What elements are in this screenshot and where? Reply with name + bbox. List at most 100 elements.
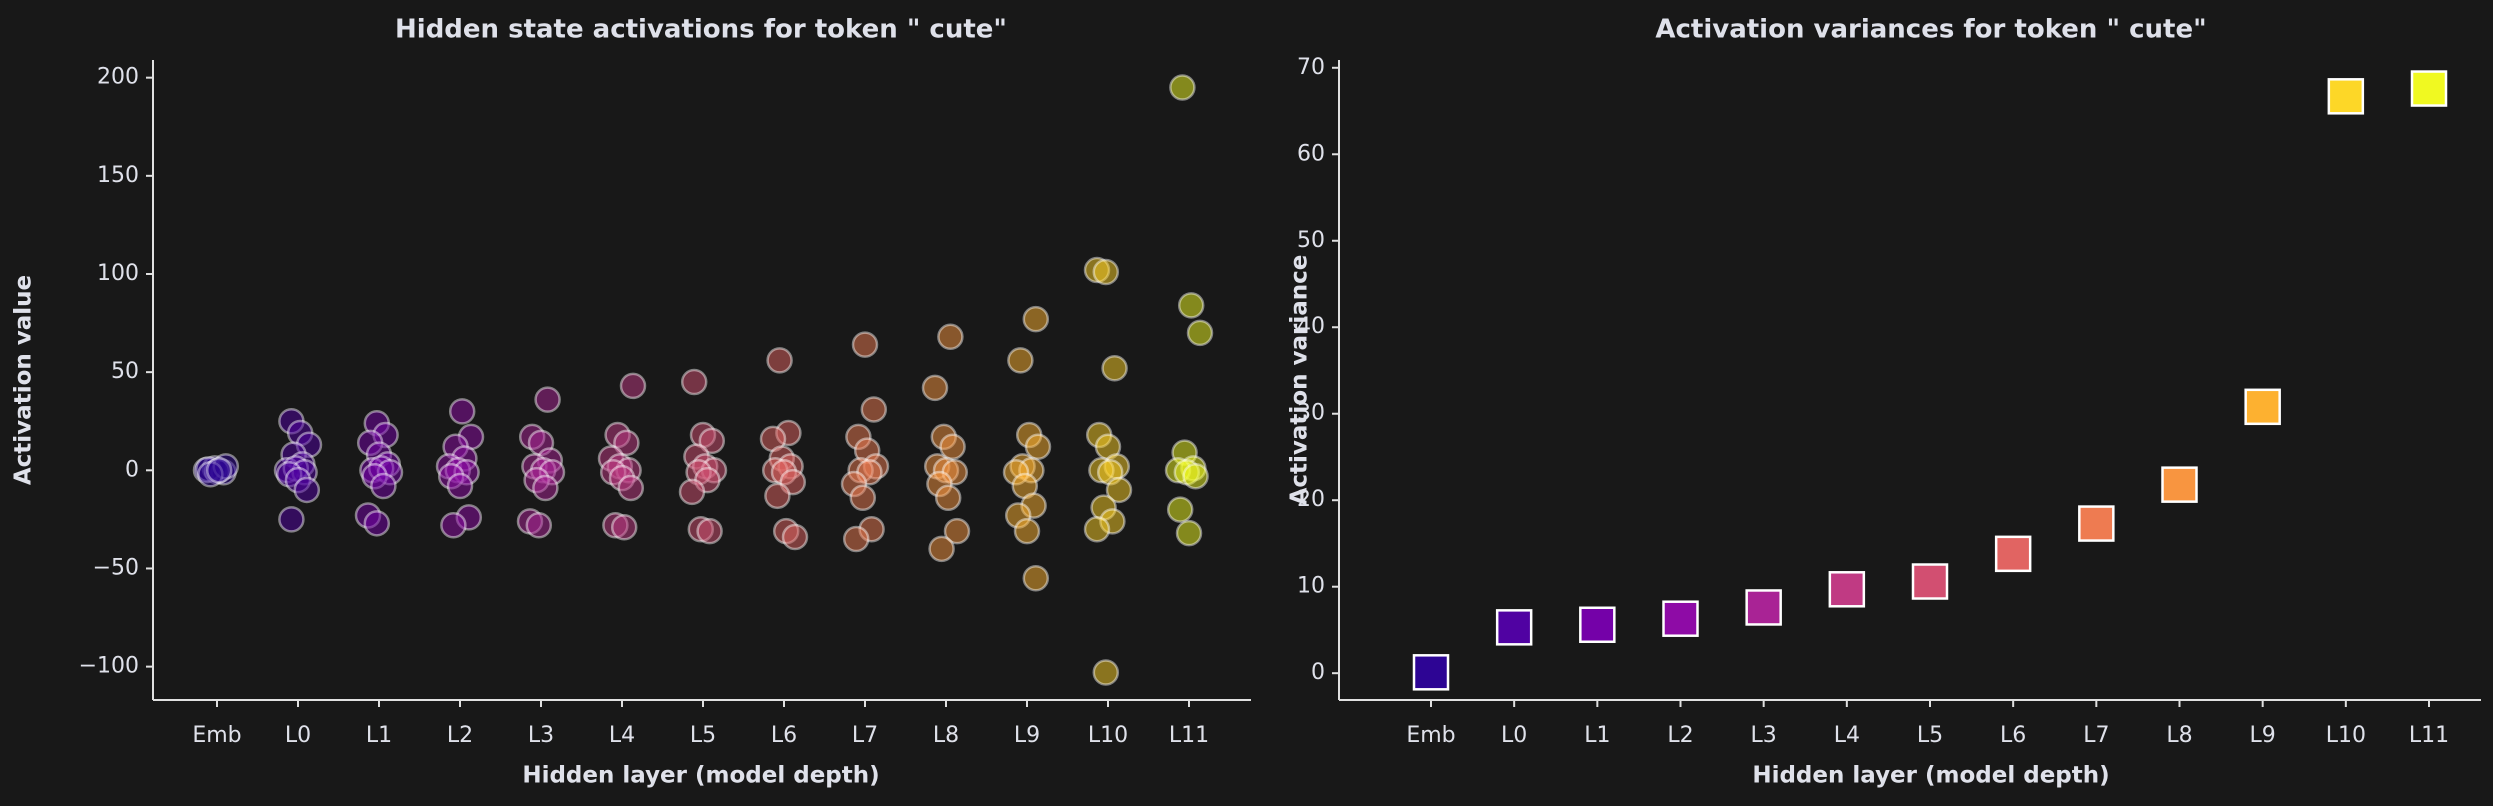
point — [2161, 466, 2198, 503]
y-tick-label: 70 — [1297, 55, 1325, 80]
x-tick-label: L9 — [2250, 723, 2276, 748]
x-tick-label: L2 — [447, 723, 473, 748]
point — [1092, 258, 1120, 286]
point — [370, 472, 397, 500]
point — [849, 484, 877, 512]
x-tick-label: L6 — [771, 723, 797, 748]
point — [293, 476, 321, 504]
point — [1092, 659, 1120, 686]
point — [2327, 78, 2365, 115]
point — [1412, 654, 1450, 691]
point — [1024, 433, 1052, 460]
point — [525, 512, 553, 539]
x-tick-label: L3 — [528, 723, 554, 748]
point — [1579, 606, 1616, 644]
y-tick-label: 40 — [1297, 314, 1325, 339]
x-tick-label: L8 — [2166, 723, 2192, 748]
y-tick-label: 50 — [1297, 228, 1325, 253]
point — [1994, 535, 2032, 573]
y-tick-label: 10 — [1297, 574, 1325, 599]
point — [2244, 388, 2281, 426]
point — [2078, 505, 2115, 542]
point — [1177, 292, 1205, 319]
point — [1013, 517, 1041, 545]
x-tick-label: L0 — [285, 723, 311, 748]
point — [617, 474, 645, 502]
point — [1186, 319, 1214, 347]
point — [1182, 462, 1209, 490]
y-tick-label: 20 — [1297, 487, 1325, 512]
x-tick-label: L7 — [852, 723, 878, 748]
point — [696, 517, 723, 545]
y-tick-label: 50 — [111, 359, 139, 384]
point — [851, 331, 879, 358]
x-tick-label: L5 — [690, 723, 716, 748]
x-tick-label: L6 — [2000, 723, 2026, 748]
y-tick-label: 100 — [97, 261, 139, 286]
point — [1175, 519, 1203, 547]
y-tick-label: 0 — [1311, 660, 1325, 685]
y-axis-label: Activation value — [11, 275, 37, 485]
point — [446, 472, 474, 500]
y-tick-label: 60 — [1297, 141, 1325, 166]
point — [534, 386, 561, 413]
chart-title: Activation variances for token " cute" — [1655, 15, 2206, 45]
point — [205, 457, 233, 484]
point — [1105, 476, 1133, 504]
point — [779, 468, 807, 496]
x-axis-label: Hidden layer (model depth) — [522, 763, 879, 789]
x-axis-label: Hidden layer (model depth) — [1752, 763, 2109, 789]
point — [1022, 305, 1050, 333]
x-tick-label: L4 — [609, 723, 635, 748]
y-axis-label: Activation variance — [1287, 255, 1313, 506]
point — [680, 368, 708, 396]
x-tick-label: L3 — [1751, 723, 1777, 748]
point — [363, 510, 391, 537]
x-tick-label: L1 — [366, 723, 392, 748]
point — [1022, 565, 1050, 592]
chart-title: Hidden state activations for token " cut… — [395, 15, 1007, 45]
y-tick-label: 30 — [1297, 401, 1325, 426]
point — [610, 513, 638, 541]
point — [678, 478, 706, 506]
point — [1083, 515, 1111, 543]
x-tick-label: L9 — [1014, 723, 1040, 748]
point — [921, 374, 949, 402]
point — [860, 396, 888, 423]
y-tick-label: 200 — [97, 65, 139, 90]
point — [1166, 496, 1194, 523]
y-tick-label: −100 — [79, 654, 139, 679]
x-tick-label: L2 — [1667, 723, 1693, 748]
x-tick-label: L5 — [1917, 723, 1943, 748]
x-tick-label: Emb — [1406, 723, 1455, 748]
x-tick-label: L7 — [2083, 723, 2109, 748]
point — [2410, 70, 2448, 107]
point — [698, 427, 726, 455]
x-tick-label: L8 — [933, 723, 959, 748]
point — [1007, 347, 1034, 374]
point — [1662, 600, 1699, 637]
point — [1828, 571, 1866, 608]
point — [613, 429, 640, 457]
y-tick-label: 150 — [97, 163, 139, 188]
point — [1495, 609, 1533, 646]
x-tick-label: L10 — [1088, 723, 1128, 748]
x-tick-label: Emb — [192, 723, 241, 748]
point — [1911, 563, 1949, 600]
y-tick-label: −50 — [93, 555, 139, 580]
point — [619, 372, 647, 400]
point — [928, 535, 955, 563]
x-tick-label: L10 — [2326, 723, 2366, 748]
point — [939, 433, 966, 460]
point — [278, 506, 305, 533]
x-tick-label: L11 — [1169, 723, 1209, 748]
point — [1101, 354, 1128, 382]
point — [532, 474, 559, 502]
x-tick-label: L11 — [2409, 723, 2449, 748]
point — [766, 347, 793, 374]
point — [440, 512, 467, 539]
point — [1745, 589, 1782, 626]
point — [1169, 74, 1196, 101]
